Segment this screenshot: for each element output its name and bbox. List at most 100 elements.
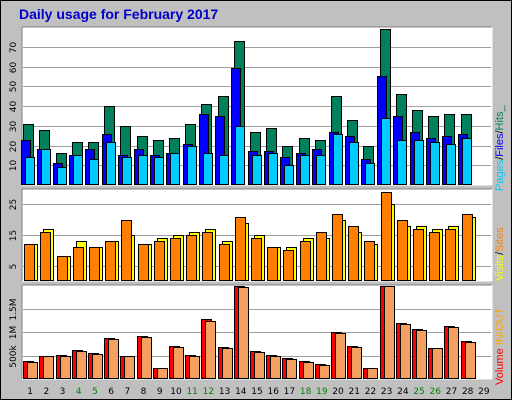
x-tick-label: 23 — [381, 387, 392, 397]
panel1-legend: Pages/Files/Hits_ — [494, 105, 506, 191]
legend-entry: Hits_ — [494, 105, 506, 131]
pages-bar — [300, 155, 310, 185]
panel1-y-tick-label: 60 — [9, 62, 19, 74]
volume-out-bar — [92, 354, 103, 379]
x-tick-label: 10 — [170, 387, 182, 397]
pages-bar — [252, 155, 262, 185]
x-tick-label: 3 — [60, 387, 66, 397]
volume-out-bar — [157, 368, 168, 379]
volume-out-bar — [335, 333, 346, 379]
x-tick-label: 26 — [430, 387, 442, 397]
x-tick-label: 18 — [300, 387, 312, 397]
pages-bar — [414, 140, 424, 185]
x-tick-label: 15 — [251, 387, 262, 397]
x-tick-label: 21 — [349, 387, 360, 397]
sites-bar — [138, 244, 149, 281]
legend-entry: Pages — [494, 159, 506, 191]
volume-out-bar — [351, 347, 362, 379]
pages-bar — [349, 142, 359, 185]
panel2-y-tick-label: 5 — [9, 264, 19, 270]
volume-out-bar — [432, 348, 443, 379]
pages-bar — [57, 167, 67, 185]
panel1-y-tick-label: 40 — [9, 101, 19, 113]
pages-bar — [203, 153, 213, 185]
legend-entry: / — [494, 156, 506, 160]
panel1-y-tick-label: 70 — [9, 42, 19, 54]
volume-out-bar — [367, 368, 378, 379]
x-tick-label: 22 — [365, 387, 376, 397]
x-tick-label: 11 — [186, 387, 197, 397]
volume-out-bar — [238, 287, 249, 379]
x-tick-label: 28 — [462, 387, 474, 397]
pages-bar — [235, 126, 245, 185]
volume-out-bar — [416, 330, 427, 379]
x-tick-label: 19 — [316, 387, 328, 397]
pages-bar — [284, 165, 294, 185]
volume-out-bar — [108, 339, 119, 379]
x-tick-label: 4 — [76, 387, 82, 397]
volume-out-bar — [141, 337, 152, 379]
sites-bar — [186, 235, 197, 281]
legend-entry: Visits — [494, 254, 506, 281]
sites-bar — [332, 214, 343, 281]
pages-bar — [154, 157, 164, 185]
x-tick-label: 1 — [27, 387, 33, 397]
sites-bar — [89, 247, 100, 281]
legend-entry: / — [494, 251, 506, 255]
volume-out-bar — [400, 324, 411, 379]
sites-bar — [445, 229, 456, 281]
sites-bar — [40, 232, 51, 281]
x-tick-label: 8 — [141, 387, 147, 397]
sites-bar — [413, 229, 424, 281]
legend-entry: IN/OUT — [494, 307, 506, 346]
sites-bar — [397, 220, 408, 281]
sites-bar — [105, 241, 116, 281]
sites-bar — [251, 238, 262, 281]
pages-bar — [397, 140, 407, 185]
panel1-y-tick-label: 20 — [9, 141, 19, 153]
sites-bar — [462, 214, 473, 281]
volume-out-bar — [270, 356, 281, 379]
pages-bar — [73, 155, 83, 185]
x-tick-label: 25 — [413, 387, 424, 397]
x-tick-label: 5 — [92, 387, 98, 397]
chart-title: Daily usage for February 2017 — [19, 6, 219, 22]
volume-out-bar — [60, 356, 71, 379]
pages-bar — [365, 163, 375, 185]
pages-bar — [219, 155, 229, 185]
sites-bar — [348, 226, 359, 281]
panel2-legend: Visits/Sites — [494, 227, 506, 281]
sites-bar — [364, 241, 375, 281]
sites-bar — [381, 192, 392, 281]
x-tick-label: 20 — [332, 387, 344, 397]
volume-out-bar — [286, 359, 297, 379]
volume-out-bar — [76, 351, 87, 379]
volume-out-bar — [27, 362, 38, 379]
panel3-y-tick-label: 1M — [9, 326, 19, 340]
sites-bar — [267, 247, 278, 281]
pages-bar — [381, 118, 391, 185]
pages-bar — [430, 142, 440, 185]
pages-bar — [446, 144, 456, 185]
volume-out-bar — [124, 356, 135, 379]
panel3-y-tick-label: 1.5M — [9, 298, 19, 320]
pages-bar — [268, 153, 278, 185]
sites-bar — [219, 244, 230, 281]
panel1-y-tick-label: 30 — [9, 121, 19, 133]
sites-bar — [154, 241, 165, 281]
pages-bar — [462, 138, 472, 185]
x-tick-label: 13 — [219, 387, 230, 397]
sites-bar — [24, 244, 35, 281]
legend-entry: Sites — [494, 227, 506, 252]
pages-bar — [170, 153, 180, 185]
pages-bar — [106, 142, 116, 185]
panel1-y-tick-label: 10 — [9, 160, 19, 172]
volume-out-bar — [205, 321, 216, 379]
volume-out-bar — [384, 286, 395, 379]
x-tick-label: 2 — [43, 387, 49, 397]
x-tick-label: 6 — [108, 387, 114, 397]
sites-bar — [235, 217, 246, 281]
pages-bar — [138, 155, 148, 185]
